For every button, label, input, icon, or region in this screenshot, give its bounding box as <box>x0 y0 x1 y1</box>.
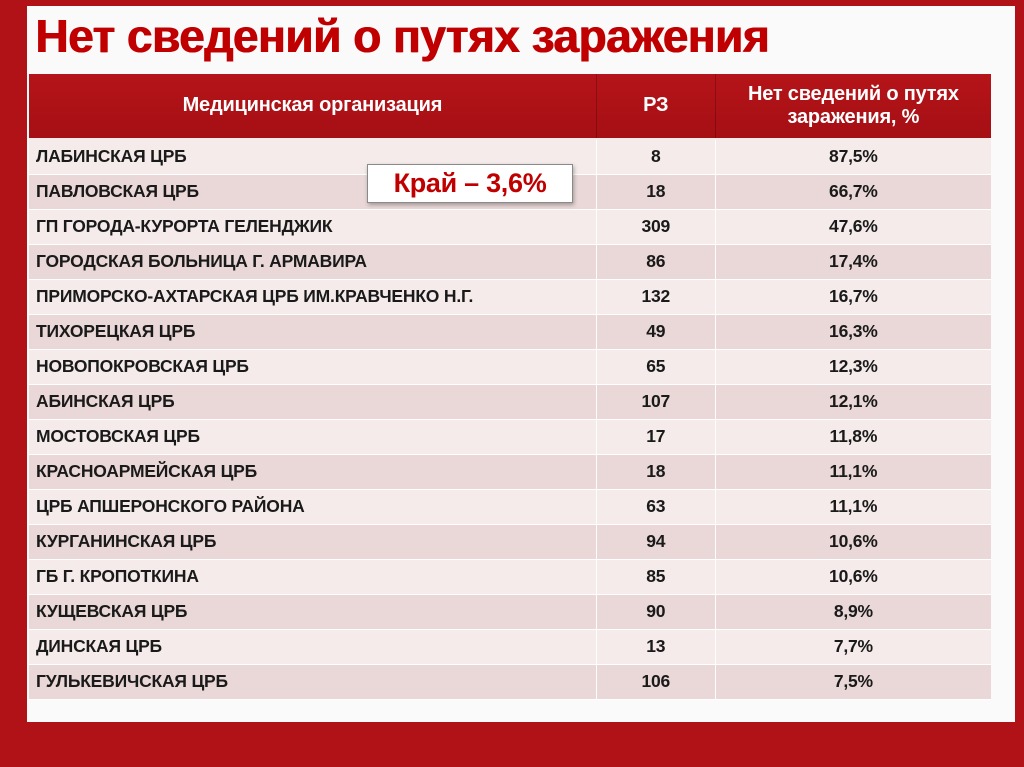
rz-value-cell: 63 <box>595 489 716 525</box>
table-body: ЛАБИНСКАЯ ЦРБ 8 87,5% ПАВЛОВСКАЯ ЦРБ 18 66,7%… <box>29 138 991 700</box>
percent-value-cell: 11,8% <box>714 419 991 455</box>
region-average-callout: Край – 3,6% <box>367 164 573 203</box>
rz-value-cell: 8 <box>595 138 716 175</box>
rz-value-cell: 85 <box>595 559 716 595</box>
percent-value-cell: 47,6% <box>714 209 991 245</box>
region-average-label: Край – 3,6% <box>393 168 547 198</box>
table-row: НОВОПОКРОВСКАЯ ЦРБ 65 12,3% <box>29 349 991 385</box>
percent-value-cell: 12,1% <box>714 384 991 420</box>
table-row: КУЩЕВСКАЯ ЦРБ 90 8,9% <box>29 594 991 630</box>
rz-value-cell: 65 <box>595 349 716 385</box>
rz-value-cell: 90 <box>595 594 716 630</box>
table-row: ГУЛЬКЕВИЧСКАЯ ЦРБ 106 7,5% <box>29 664 991 700</box>
rz-value-cell: 18 <box>595 174 716 210</box>
header-row: Медицинская организация РЗ Нет сведений … <box>29 73 991 140</box>
rz-value-cell: 49 <box>595 314 716 350</box>
percent-value-cell: 10,6% <box>714 559 991 595</box>
rz-value-cell: 13 <box>595 629 716 665</box>
table-container: Медицинская организация РЗ Нет сведений … <box>29 73 991 700</box>
org-name-cell: ДИНСКАЯ ЦРБ <box>29 629 597 665</box>
rz-value-cell: 107 <box>595 384 716 420</box>
org-name-cell: КУРГАНИНСКАЯ ЦРБ <box>29 524 597 560</box>
org-name-cell: МОСТОВСКАЯ ЦРБ <box>29 419 597 455</box>
col-header-percent: Нет сведений о путях заражения, % <box>714 73 991 140</box>
rz-value-cell: 132 <box>595 279 716 315</box>
percent-value-cell: 7,7% <box>714 629 991 665</box>
data-table: Медицинская организация РЗ Нет сведений … <box>29 73 991 700</box>
table-row: ТИХОРЕЦКАЯ ЦРБ 49 16,3% <box>29 314 991 350</box>
percent-value-cell: 11,1% <box>714 454 991 490</box>
table-row: КУРГАНИНСКАЯ ЦРБ 94 10,6% <box>29 524 991 560</box>
table-row: АБИНСКАЯ ЦРБ 107 12,1% <box>29 384 991 420</box>
table-row: ДИНСКАЯ ЦРБ 13 7,7% <box>29 629 991 665</box>
percent-value-cell: 66,7% <box>714 174 991 210</box>
percent-value-cell: 10,6% <box>714 524 991 560</box>
table-row: КРАСНОАРМЕЙСКАЯ ЦРБ 18 11,1% <box>29 454 991 490</box>
table-header: Медицинская организация РЗ Нет сведений … <box>29 73 991 140</box>
table-row: ПРИМОРСКО-АХТАРСКАЯ ЦРБ ИМ.КРАВЧЕНКО Н.Г… <box>29 279 991 315</box>
org-name-cell: ГОРОДСКАЯ БОЛЬНИЦА Г. АРМАВИРА <box>29 244 597 280</box>
org-name-cell: НОВОПОКРОВСКАЯ ЦРБ <box>29 349 597 385</box>
org-name-cell: ГУЛЬКЕВИЧСКАЯ ЦРБ <box>29 664 597 700</box>
percent-value-cell: 7,5% <box>714 664 991 700</box>
table-row: ГП ГОРОДА-КУРОРТА ГЕЛЕНДЖИК 309 47,6% <box>29 209 991 245</box>
page-title: Нет сведений о путях заражения <box>35 10 769 62</box>
org-name-cell: ГБ Г. КРОПОТКИНА <box>29 559 597 595</box>
percent-value-cell: 12,3% <box>714 349 991 385</box>
percent-value-cell: 17,4% <box>714 244 991 280</box>
percent-value-cell: 87,5% <box>714 138 991 175</box>
slide: Нет сведений о путях заражения Медицинск… <box>27 6 1015 722</box>
col-header-rz: РЗ <box>595 73 716 140</box>
percent-value-cell: 8,9% <box>714 594 991 630</box>
rz-value-cell: 106 <box>595 664 716 700</box>
rz-value-cell: 17 <box>595 419 716 455</box>
rz-value-cell: 18 <box>595 454 716 490</box>
percent-value-cell: 11,1% <box>714 489 991 525</box>
org-name-cell: ПРИМОРСКО-АХТАРСКАЯ ЦРБ ИМ.КРАВЧЕНКО Н.Г… <box>29 279 597 315</box>
org-name-cell: КРАСНОАРМЕЙСКАЯ ЦРБ <box>29 454 597 490</box>
percent-value-cell: 16,7% <box>714 279 991 315</box>
table-row: ЦРБ АПШЕРОНСКОГО РАЙОНА 63 11,1% <box>29 489 991 525</box>
table-row: ГБ Г. КРОПОТКИНА 85 10,6% <box>29 559 991 595</box>
table-row: МОСТОВСКАЯ ЦРБ 17 11,8% <box>29 419 991 455</box>
rz-value-cell: 94 <box>595 524 716 560</box>
percent-value-cell: 16,3% <box>714 314 991 350</box>
rz-value-cell: 86 <box>595 244 716 280</box>
org-name-cell: ЦРБ АПШЕРОНСКОГО РАЙОНА <box>29 489 597 525</box>
rz-value-cell: 309 <box>595 209 716 245</box>
org-name-cell: ТИХОРЕЦКАЯ ЦРБ <box>29 314 597 350</box>
org-name-cell: КУЩЕВСКАЯ ЦРБ <box>29 594 597 630</box>
org-name-cell: АБИНСКАЯ ЦРБ <box>29 384 597 420</box>
org-name-cell: ГП ГОРОДА-КУРОРТА ГЕЛЕНДЖИК <box>29 209 597 245</box>
table-row: ГОРОДСКАЯ БОЛЬНИЦА Г. АРМАВИРА 86 17,4% <box>29 244 991 280</box>
col-header-organization: Медицинская организация <box>29 73 597 140</box>
